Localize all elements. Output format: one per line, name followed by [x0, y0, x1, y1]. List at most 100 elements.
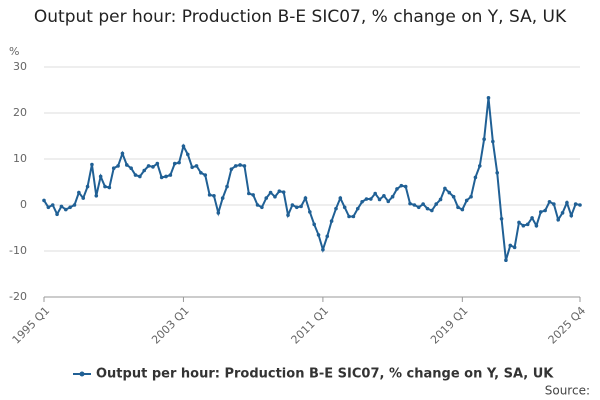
data-point: [177, 160, 181, 165]
data-point: [334, 206, 338, 211]
data-point: [299, 204, 303, 209]
data-point: [199, 171, 203, 175]
data-point: [181, 144, 186, 148]
data-point: [68, 205, 72, 210]
data-point: [277, 189, 282, 193]
data-point: [325, 234, 330, 239]
data-point: [355, 206, 360, 211]
data-point: [268, 190, 273, 195]
data-point: [534, 223, 539, 228]
data-point: [464, 198, 469, 203]
data-point: [477, 164, 482, 168]
data-point: [247, 191, 251, 196]
y-tick-label: 0: [20, 198, 27, 211]
data-point: [482, 137, 486, 142]
data-point: [107, 185, 112, 190]
data-point: [242, 164, 247, 168]
data-point: [360, 199, 364, 204]
data-point: [412, 203, 417, 207]
data-point: [316, 233, 321, 237]
data-point: [578, 203, 582, 207]
x-tick-label: 2003 Q1: [149, 304, 192, 347]
data-point: [124, 163, 129, 167]
data-point: [155, 161, 160, 166]
data-point: [55, 212, 59, 216]
data-point: [364, 197, 369, 201]
data-point: [552, 202, 556, 206]
data-point: [81, 196, 86, 200]
data-point: [186, 152, 190, 157]
data-point: [434, 202, 438, 206]
data-point: [447, 190, 452, 195]
data-point: [281, 190, 286, 194]
source: Source:: [545, 384, 590, 398]
data-point: [525, 222, 530, 227]
data-point: [342, 205, 347, 210]
y-tick-label: 30: [13, 60, 27, 73]
data-point: [142, 168, 147, 173]
data-point: [351, 214, 356, 219]
data-point: [229, 167, 234, 171]
data-point: [212, 194, 216, 198]
data-point: [530, 216, 534, 220]
data-point: [573, 202, 578, 206]
data-point: [190, 165, 194, 170]
data-point: [308, 210, 312, 214]
data-point: [399, 183, 404, 188]
x-tick-label: 1995 Q1: [10, 304, 53, 347]
data-point: [138, 174, 142, 179]
data-point: [451, 194, 456, 199]
y-tick-label: -20: [9, 290, 27, 303]
data-point: [72, 203, 77, 207]
data-point: [421, 202, 425, 206]
data-point: [164, 174, 168, 179]
legend-label: Output per hour: Production B-E SIC07, %…: [96, 367, 554, 382]
data-point: [146, 164, 151, 168]
data-point: [216, 211, 221, 215]
data-point: [159, 175, 164, 180]
y-tick-label: 10: [13, 152, 27, 165]
data-point: [238, 163, 242, 167]
data-point: [312, 222, 316, 227]
x-tick-label: 2011 Q1: [289, 304, 332, 347]
data-point: [103, 184, 107, 189]
data-point: [151, 165, 155, 169]
data-point: [120, 151, 125, 156]
data-point: [46, 205, 51, 210]
data-point: [443, 186, 447, 191]
data-point: [369, 197, 373, 201]
legend-marker: [79, 371, 85, 377]
data-point: [290, 203, 295, 207]
data-point: [430, 208, 434, 213]
data-point: [90, 162, 94, 167]
data-point: [94, 194, 99, 198]
data-point: [495, 171, 500, 175]
data-point: [225, 184, 229, 189]
data-point: [303, 196, 308, 200]
data-point: [133, 173, 138, 177]
data-point: [390, 194, 395, 199]
data-point: [425, 206, 430, 211]
data-point: [486, 96, 491, 100]
data-point: [403, 184, 408, 189]
data-point: [329, 219, 334, 223]
data-point: [556, 217, 561, 222]
data-point: [77, 190, 81, 195]
data-point: [512, 245, 517, 250]
data-point: [63, 207, 68, 212]
data-line: [43, 97, 581, 261]
x-tick-label: 2025 Q4: [546, 304, 589, 347]
data-point: [255, 203, 260, 207]
data-point: [42, 198, 46, 203]
data-point: [408, 201, 412, 206]
data-point: [521, 223, 526, 228]
data-point: [172, 161, 177, 166]
data-point: [207, 193, 212, 197]
data-point: [338, 196, 343, 200]
data-point: [50, 203, 55, 207]
data-point: [543, 208, 547, 213]
data-point: [538, 210, 543, 214]
data-point: [116, 164, 120, 168]
